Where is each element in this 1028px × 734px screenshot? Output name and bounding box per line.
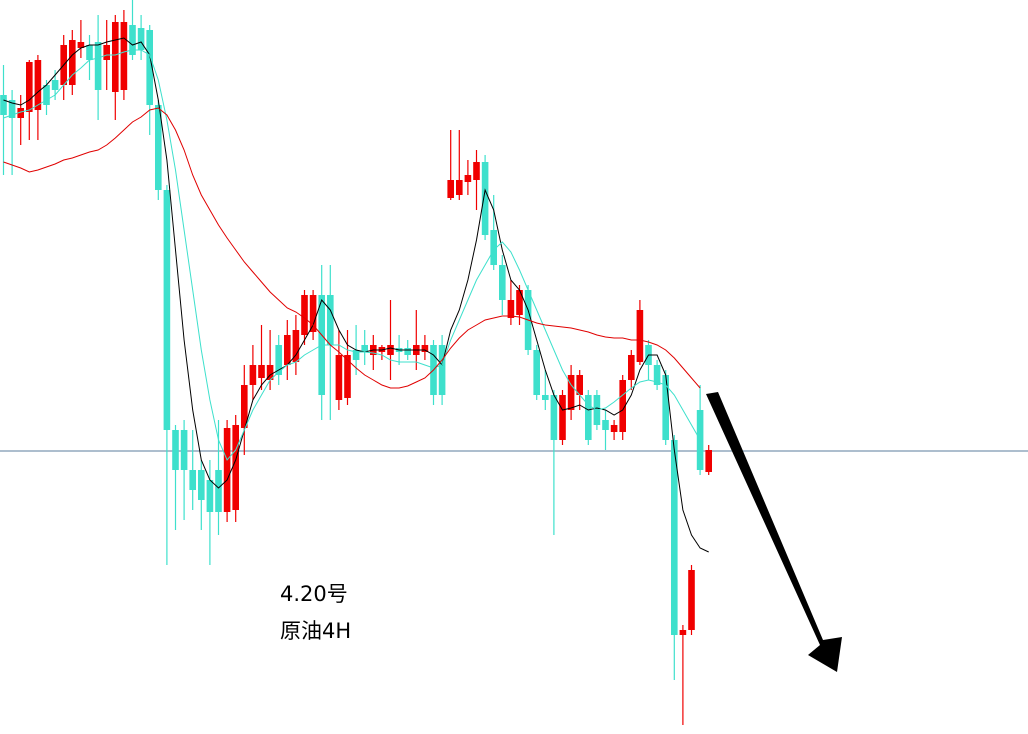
candle-body — [387, 345, 394, 355]
candle-body — [481, 162, 489, 235]
candle-body — [636, 310, 644, 362]
candle-body — [215, 470, 222, 512]
moving-average-line — [3, 37, 709, 553]
candle-body — [352, 350, 360, 360]
candle-body — [120, 22, 128, 90]
annotation: 原油4H — [280, 619, 351, 643]
candle-body — [94, 42, 102, 90]
candle-body — [327, 295, 334, 345]
candle-body — [567, 375, 575, 410]
candle-body — [456, 180, 463, 195]
candle-body — [198, 470, 205, 500]
candle-body — [86, 45, 93, 60]
candle-body — [499, 265, 506, 300]
candle-body — [490, 230, 497, 265]
candle-body — [671, 440, 678, 635]
candle-body — [249, 365, 257, 385]
candle-body — [559, 395, 566, 440]
candle-body — [610, 425, 618, 432]
candle-body — [146, 30, 153, 105]
candle-body — [0, 95, 7, 115]
candle-body — [576, 375, 583, 395]
candle-body — [155, 105, 162, 190]
candle-body — [8, 100, 16, 118]
candle-body — [43, 85, 50, 105]
candle-body — [705, 450, 712, 472]
candle-body — [180, 430, 188, 470]
candle-body — [507, 300, 515, 318]
candle-body — [206, 480, 214, 512]
candle-body — [628, 355, 635, 380]
candle-body — [585, 395, 592, 440]
candle-body — [69, 40, 76, 85]
candle-body — [137, 28, 145, 50]
annotation: 4.20号 — [280, 582, 348, 606]
candle-body — [602, 420, 609, 430]
candle-body — [266, 365, 274, 380]
candle-body — [662, 375, 669, 440]
candle-body — [223, 428, 231, 512]
candle-body — [361, 345, 368, 352]
candle-body — [344, 355, 351, 398]
candle-body — [241, 385, 248, 428]
candle-body — [172, 430, 179, 470]
candle-body — [679, 630, 687, 635]
candle-body — [189, 470, 196, 490]
candle-body — [232, 425, 239, 510]
candle-body — [129, 25, 136, 55]
moving-average-line — [3, 49, 701, 461]
candle-body — [309, 295, 317, 332]
candle-body — [51, 80, 59, 90]
candle-body — [516, 290, 523, 315]
candle-body — [447, 180, 454, 198]
candle-body — [77, 42, 85, 48]
candle-body — [335, 355, 343, 400]
moving-average-line — [3, 107, 701, 389]
candle-body — [542, 395, 549, 400]
candle-body — [26, 62, 33, 112]
candle-body — [473, 162, 480, 180]
candle-body — [533, 350, 540, 395]
candle-body — [292, 330, 300, 362]
candle-body — [464, 175, 472, 182]
candle-body — [688, 570, 695, 630]
candle-body — [550, 395, 558, 440]
candle-body — [275, 345, 282, 375]
candle-body — [17, 108, 24, 118]
candle-body — [163, 190, 171, 430]
candle-body — [258, 365, 265, 378]
candle-body — [653, 365, 661, 385]
candle-body — [619, 380, 626, 432]
candle-body — [438, 345, 446, 395]
trend-arrow — [706, 392, 842, 672]
candle-body — [284, 335, 291, 365]
candle-body — [34, 60, 42, 110]
candle-body — [301, 295, 308, 335]
candle-body — [112, 22, 119, 92]
candle-body — [421, 345, 429, 352]
candle-body — [404, 348, 411, 355]
candle-body — [103, 45, 110, 60]
